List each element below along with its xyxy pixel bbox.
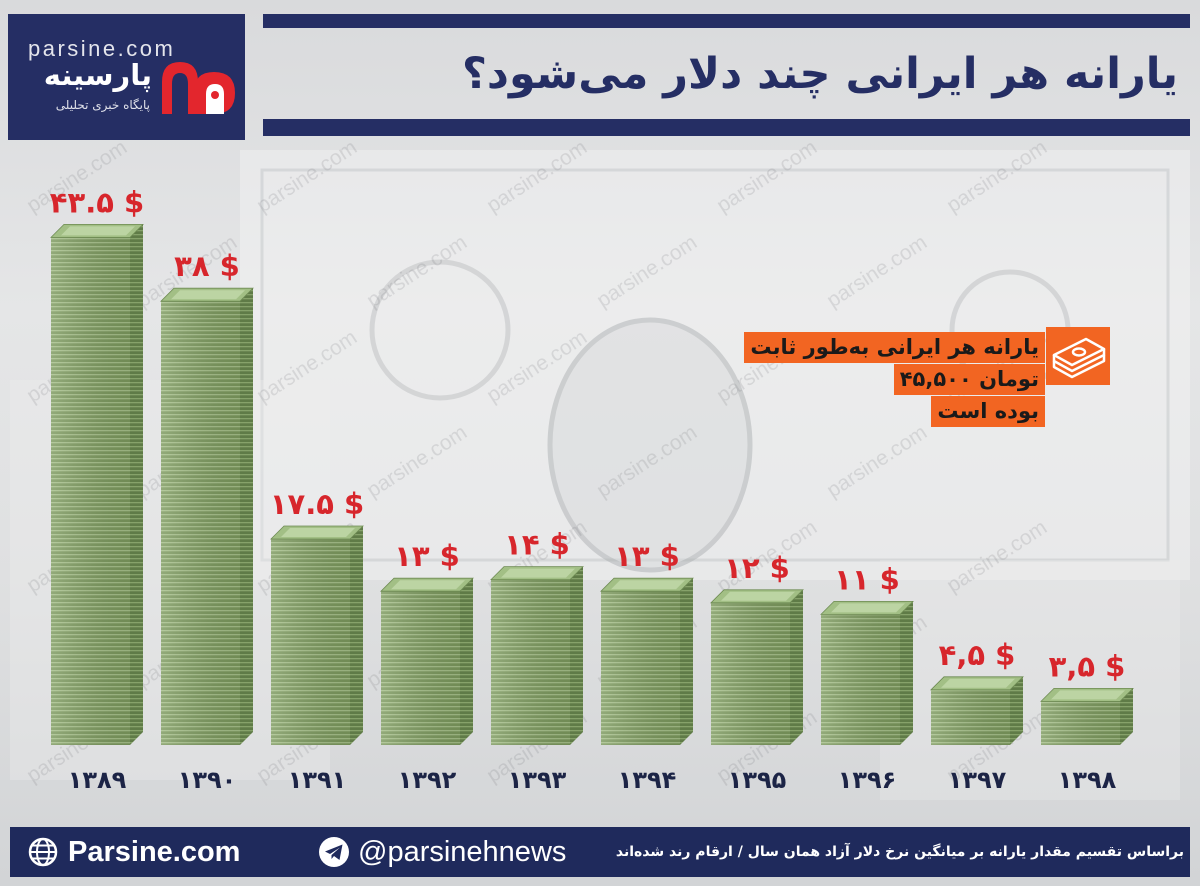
telegram-handle[interactable]: @parsinehnews — [358, 836, 567, 868]
data-label: ۱۷.۵ $ — [270, 487, 364, 521]
data-label: ۱۲ $ — [724, 551, 790, 585]
footer-bar: Parsine.com @parsinehnews براساس تقسیم م… — [10, 827, 1190, 877]
bar-side-face — [1120, 688, 1133, 745]
bar-side-face — [130, 224, 143, 745]
bill-portrait — [547, 317, 753, 573]
website-link[interactable]: Parsine.com — [68, 836, 241, 868]
bar-side-face — [900, 601, 913, 745]
bar-top-bill — [281, 528, 355, 537]
bar-top-bill — [501, 568, 575, 578]
data-label: ۱۴ $ — [504, 528, 570, 562]
x-tick-label: ۱۳۹۸ — [1058, 766, 1117, 794]
bar-top-bill — [171, 290, 245, 300]
bar-top-bill — [391, 580, 465, 590]
parsine-logo-icon — [162, 62, 235, 114]
bar-front-shading — [491, 579, 570, 745]
bar-side-face — [1010, 676, 1023, 745]
bar-front-shading — [161, 301, 240, 745]
money-stack-bar-chart: ۴۳.۵ $ ۱۳۸۹ ۳۸ $ ۱۳۹۰ ۱۷.۵ $ ۱۳۹۱ ۱۳ $ ۱۳۹۲ ۱۴ $… — [50, 185, 1134, 794]
bar-top-bill — [721, 591, 795, 601]
data-label: ۱۳ $ — [614, 539, 680, 573]
title-bar: یارانه هر ایرانی چند دلار می‌شود؟ — [263, 14, 1190, 136]
bar — [820, 600, 914, 745]
bill-border — [260, 168, 1170, 562]
bar-top-bill — [1051, 690, 1125, 700]
bar-front-shading — [821, 614, 900, 745]
x-tick-label: ۱۳۹۵ — [728, 766, 787, 794]
logo-site-text: parsine.com — [28, 36, 176, 61]
bar-front-shading — [381, 591, 460, 745]
bar-side-face — [680, 578, 693, 745]
logo-box: parsine.com پارسینه پایگاه خبری تحلیلی — [8, 14, 245, 140]
data-label: ۱۳ $ — [394, 539, 460, 573]
x-tick-label: ۱۳۹۱ — [288, 766, 347, 794]
data-label: ۳۸ $ — [174, 249, 240, 283]
bar — [1040, 688, 1134, 745]
bar-top-bill — [611, 580, 685, 590]
bill-seal — [369, 259, 511, 401]
bar-side-face — [460, 578, 473, 745]
bar-side-face — [790, 589, 803, 745]
bar-front-shading — [931, 689, 1010, 745]
bar-side-face — [240, 288, 253, 745]
bar — [160, 287, 254, 745]
x-tick-label: ۱۳۹۷ — [948, 766, 1007, 794]
bar-front-shading — [601, 591, 680, 745]
annotation-box: یارانه هر ایرانی به‌طور ثابت ۴۵,۵۰۰ توما… — [700, 332, 1045, 428]
money-stack-icon — [1046, 327, 1110, 385]
bar — [50, 224, 144, 745]
x-tick-label: ۱۳۹۲ — [398, 766, 457, 794]
bar — [380, 577, 474, 745]
bar-side-face — [350, 526, 363, 745]
annotation-line: بوده است — [931, 396, 1045, 427]
bar — [710, 589, 804, 745]
bar — [490, 566, 584, 745]
bar-top-bill — [61, 226, 135, 236]
logo-tagline: پایگاه خبری تحلیلی — [55, 98, 150, 112]
bar-side-face — [570, 566, 583, 745]
bar-front-shading — [711, 602, 790, 745]
bar-top-bill — [831, 603, 905, 613]
x-tick-label: ۱۳۹۶ — [838, 766, 897, 794]
x-tick-label: ۱۳۸۹ — [68, 766, 127, 794]
bar — [600, 577, 694, 745]
x-tick-label: ۱۳۹۴ — [618, 766, 677, 794]
source-note: براساس تقسیم مقدار یارانه بر میانگین نرخ… — [615, 844, 1184, 860]
x-tick-label: ۱۳۹۰ — [178, 766, 237, 794]
data-label: ۴۳.۵ $ — [50, 185, 144, 219]
globe-icon — [28, 837, 58, 867]
bar-front-shading — [1041, 701, 1120, 745]
data-label: ۳,۵ $ — [1049, 649, 1126, 683]
data-label: ۴,۵ $ — [939, 638, 1016, 672]
data-label: ۱۱ $ — [834, 562, 900, 596]
bar — [930, 676, 1024, 745]
bar-top-bill — [941, 678, 1015, 688]
page-title: یارانه هر ایرانی چند دلار می‌شود؟ — [461, 48, 1178, 99]
logo-name: پارسینه — [43, 58, 152, 92]
telegram-icon — [319, 837, 349, 867]
annotation-line: ۴۵,۵۰۰ تومان — [893, 364, 1045, 395]
bar-front-shading — [271, 539, 350, 745]
x-tick-label: ۱۳۹۳ — [508, 766, 567, 794]
bar-front-shading — [51, 237, 130, 745]
bar — [270, 525, 364, 745]
annotation-line: یارانه هر ایرانی به‌طور ثابت — [744, 332, 1045, 363]
bill-shape — [880, 560, 1180, 800]
